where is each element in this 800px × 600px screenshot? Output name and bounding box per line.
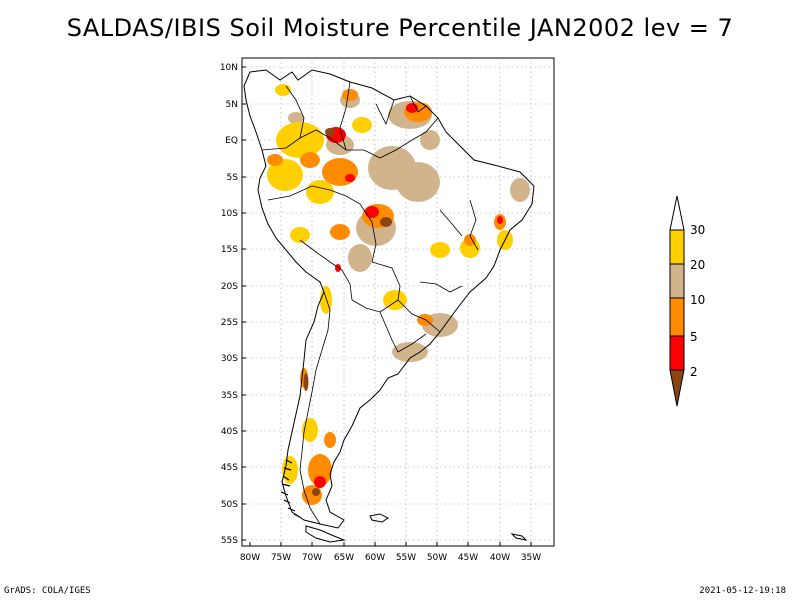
lat-tick-label: 35S <box>221 391 238 401</box>
latitude-tick-labels: 10N 5N EQ 5S 10S 15S 20S 25S 30S 35S 40S 45S 50S 55S <box>220 63 246 546</box>
lat-tick-label: 40S <box>221 427 238 437</box>
legend-label-5: 5 <box>690 330 698 344</box>
legend-label-20: 20 <box>690 258 705 272</box>
lat-tick-label: 50S <box>221 500 238 510</box>
lat-tick-label: 20S <box>221 282 238 292</box>
lon-tick-label: 35W <box>521 553 541 563</box>
lon-tick-label: 60W <box>365 553 385 563</box>
legend-box-5-10 <box>669 297 685 337</box>
legend-box-20-30 <box>669 229 685 265</box>
legend-label-2: 2 <box>690 365 698 379</box>
lat-tick-label: 30S <box>221 354 238 364</box>
lat-tick-label: EQ <box>225 136 238 146</box>
lon-tick-label: 50W <box>427 553 447 563</box>
legend-arrow-bottom <box>669 369 685 407</box>
footer-timestamp: 2021-05-12-19:18 <box>699 586 786 596</box>
percentile-patches <box>267 84 530 505</box>
legend-label-30: 30 <box>690 223 705 237</box>
country-borders <box>261 81 479 525</box>
lon-tick-label: 45W <box>458 553 478 563</box>
lon-tick-label: 65W <box>334 553 354 563</box>
legend-box-2-5 <box>669 335 685 371</box>
lat-tick-label: 25S <box>221 318 238 328</box>
legend-arrow-top <box>669 195 685 231</box>
lat-tick-label: 15S <box>221 245 238 255</box>
lat-tick-label: 45S <box>221 463 238 473</box>
footer-credit: GrADS: COLA/IGES <box>4 586 91 596</box>
lon-tick-label: 75W <box>271 553 291 563</box>
lat-tick-label: 10S <box>221 209 238 219</box>
lon-tick-label: 55W <box>396 553 416 563</box>
lon-tick-label: 70W <box>302 553 322 563</box>
legend-colorbar: 30 20 10 5 2 <box>669 195 705 407</box>
legend-box-10-20 <box>669 263 685 299</box>
lon-tick-label: 40W <box>490 553 510 563</box>
legend-label-10: 10 <box>690 293 705 307</box>
chile-archipelago <box>280 459 301 518</box>
coastline <box>243 69 535 529</box>
lat-tick-label: 5S <box>227 173 239 183</box>
map-title: SALDAS/IBIS Soil Moisture Percentile JAN… <box>66 14 734 42</box>
lat-tick-label: 10N <box>220 63 238 73</box>
lat-tick-label: 55S <box>221 536 238 546</box>
lon-tick-label: 80W <box>240 553 260 563</box>
tierra-del-fuego <box>305 525 346 543</box>
lat-tick-label: 5N <box>226 100 238 110</box>
longitude-tick-labels: 80W 75W 70W 65W 60W 55W 50W 45W 40W 35W <box>240 542 541 563</box>
falkland-islands <box>369 513 389 523</box>
